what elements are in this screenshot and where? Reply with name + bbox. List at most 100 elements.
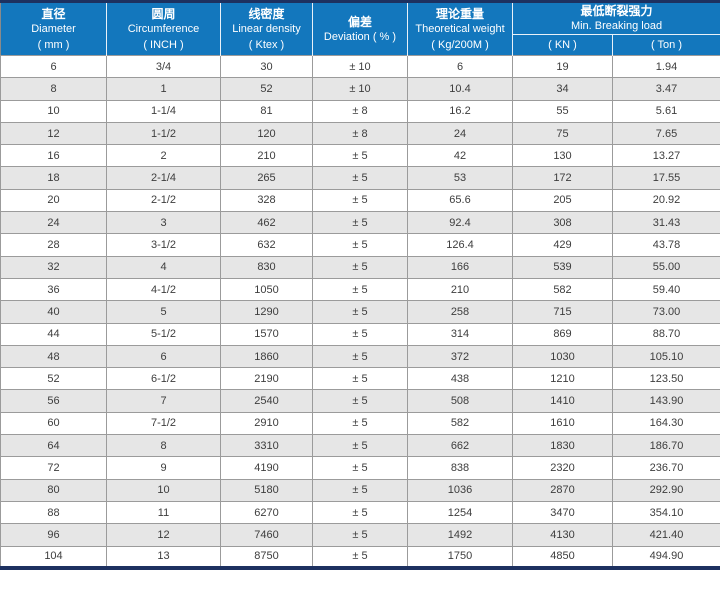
table-cell: 2320 — [512, 456, 613, 480]
table-cell: 12 — [0, 121, 107, 146]
table-cell: 2 — [106, 144, 221, 168]
table-cell: ± 5 — [312, 367, 408, 391]
header-zh-label: 理论重量 — [435, 6, 484, 21]
table-cell: 265 — [220, 166, 313, 190]
table-row: 12 1-1/2 120 ± 8 24 75 7.65 — [0, 121, 720, 146]
table-cell: 205 — [512, 188, 613, 213]
table-cell: 5 — [106, 300, 221, 324]
table-cell: 429 — [512, 233, 613, 257]
table-cell: ± 5 — [312, 255, 408, 279]
table-cell: 582 — [512, 277, 613, 302]
header-cell-kn: ( KN ) — [512, 34, 613, 56]
table-cell: 52 — [220, 77, 313, 101]
table-row: 16 2 210 ± 5 42 130 13.27 — [0, 144, 720, 168]
table-cell: 210 — [407, 277, 513, 302]
table-cell: 16 — [0, 144, 107, 168]
table-cell: 34 — [512, 77, 613, 101]
table-cell: 19 — [512, 54, 613, 79]
table-cell: ± 5 — [312, 434, 408, 458]
table-cell: 53 — [407, 166, 513, 190]
table-cell: 328 — [220, 188, 313, 213]
table-cell: 123.50 — [611, 367, 720, 391]
table-cell: 65.6 — [407, 188, 513, 213]
table-cell: 7 — [106, 389, 221, 413]
table-row: 60 7-1/2 2910 ± 5 582 1610 164.30 — [0, 411, 720, 436]
header-en-label: Min. Breaking load — [570, 20, 663, 32]
table-cell: 2870 — [512, 478, 613, 502]
table-cell: 1410 — [512, 389, 613, 413]
table-cell: 4130 — [512, 523, 613, 547]
header-unit-label: ( INCH ) — [143, 38, 184, 51]
table-cell: 88 — [0, 500, 107, 525]
header-en-label: Circumference — [127, 22, 200, 35]
table-cell: 6-1/2 — [106, 367, 221, 391]
table-cell: 164.30 — [611, 411, 720, 436]
table-cell: 92.4 — [407, 211, 513, 235]
table-cell: 838 — [407, 456, 513, 480]
table-cell: 48 — [0, 344, 107, 369]
table-cell: 869 — [512, 322, 613, 346]
table-cell: 143.90 — [611, 389, 720, 413]
table-cell: 32 — [0, 255, 107, 279]
table-cell: 80 — [0, 478, 107, 502]
table-row: 44 5-1/2 1570 ± 5 314 869 88.70 — [0, 322, 720, 346]
header-cell-ton: ( Ton ) — [611, 34, 720, 56]
table-cell: 4-1/2 — [106, 277, 221, 302]
table-row: 52 6-1/2 2190 ± 5 438 1210 123.50 — [0, 367, 720, 391]
header-cell-circumference: 圆周 Circumference ( INCH ) — [106, 1, 221, 56]
table-cell: 1 — [106, 77, 221, 101]
header-cell-linear-density: 线密度 Linear density ( Ktex ) — [220, 1, 313, 56]
table-cell: 421.40 — [611, 523, 720, 547]
table-cell: 81 — [220, 99, 313, 123]
table-cell: 1290 — [220, 300, 313, 324]
table-cell: 5180 — [220, 478, 313, 502]
table-cell: 20.92 — [611, 188, 720, 213]
table-cell: 1570 — [220, 322, 313, 346]
table-cell: 52 — [0, 367, 107, 391]
table-cell: ± 8 — [312, 121, 408, 146]
table-cell: 2190 — [220, 367, 313, 391]
table-cell: 20 — [0, 188, 107, 213]
header-unit-label: ( mm ) — [37, 38, 70, 51]
table-cell: 44 — [0, 322, 107, 346]
header-en-label: Diameter — [31, 22, 76, 35]
table-cell: 30 — [220, 54, 313, 79]
table-cell: 1830 — [512, 434, 613, 458]
table-cell: 372 — [407, 344, 513, 369]
table-cell: 1492 — [407, 523, 513, 547]
table-cell: 7460 — [220, 523, 313, 547]
table-row: 24 3 462 ± 5 92.4 308 31.43 — [0, 211, 720, 235]
table-cell: 1036 — [407, 478, 513, 502]
table-cell: 1.94 — [611, 54, 720, 79]
table-cell: 17.55 — [611, 166, 720, 190]
header-en-label: Deviation ( % ) — [323, 30, 397, 43]
table-row: 20 2-1/2 328 ± 5 65.6 205 20.92 — [0, 188, 720, 213]
table-cell: 236.70 — [611, 456, 720, 480]
table-row: 104 13 8750 ± 5 1750 4850 494.90 — [0, 545, 720, 569]
table-cell: ± 5 — [312, 322, 408, 346]
table-cell: 8750 — [220, 545, 313, 569]
header-zh-label: 线密度 — [248, 6, 285, 21]
table-row: 6 3/4 30 ± 10 6 19 1.94 — [0, 54, 720, 79]
header-unit-label: ( Kg/200M ) — [431, 38, 489, 51]
table-cell: ± 5 — [312, 166, 408, 190]
header-cell-diameter: 直径 Diameter ( mm ) — [0, 1, 107, 56]
table-cell: 1210 — [512, 367, 613, 391]
table-cell: 314 — [407, 322, 513, 346]
table-cell: ± 5 — [312, 277, 408, 302]
table-body: 6 3/4 30 ± 10 6 19 1.94 8 1 52 ± 10 10.4 34 3.47 10 1-1… — [0, 54, 720, 569]
table-cell: 258 — [407, 300, 513, 324]
header-zh-label: 圆周 — [151, 6, 176, 21]
table-cell: 6 — [106, 344, 221, 369]
table-cell: ± 8 — [312, 99, 408, 123]
table-cell: 308 — [512, 211, 613, 235]
table-cell: 3.47 — [611, 77, 720, 101]
table-cell: 508 — [407, 389, 513, 413]
table-cell: 59.40 — [611, 277, 720, 302]
table-cell: ± 5 — [312, 478, 408, 502]
table-cell: ± 5 — [312, 300, 408, 324]
table-row: 48 6 1860 ± 5 372 1030 105.10 — [0, 344, 720, 369]
table-cell: 186.70 — [611, 434, 720, 458]
table-cell: 662 — [407, 434, 513, 458]
table-cell: ± 10 — [312, 54, 408, 79]
